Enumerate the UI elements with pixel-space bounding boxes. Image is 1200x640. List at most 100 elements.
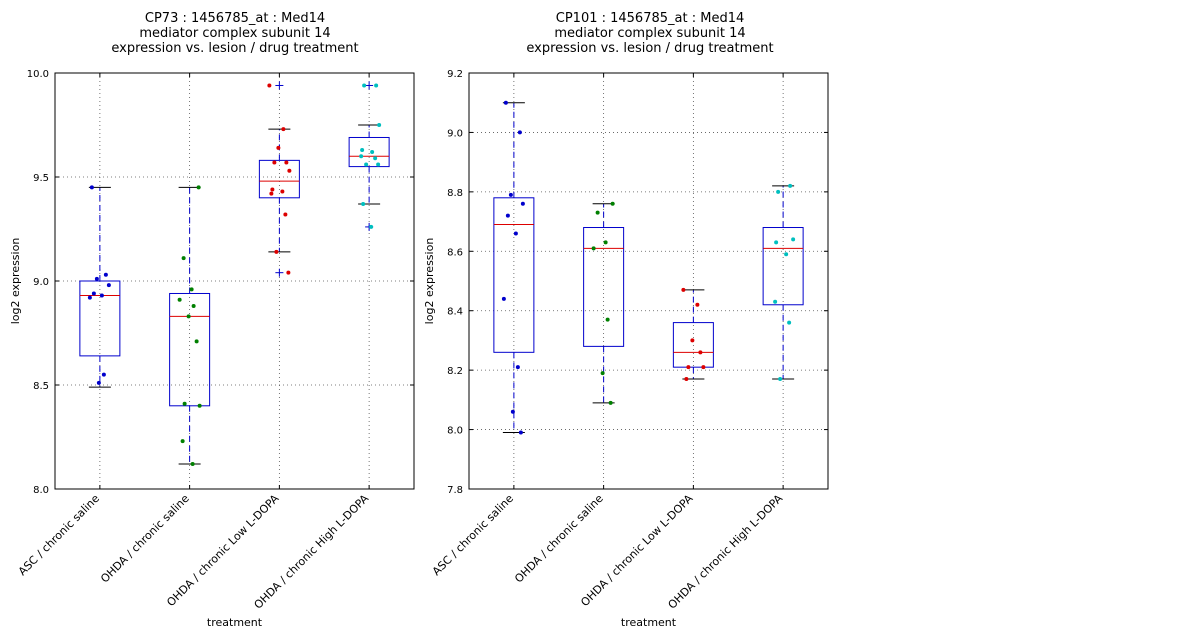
data-point <box>503 100 508 105</box>
iqr-box <box>762 227 804 306</box>
plot-frame <box>468 72 829 490</box>
iqr-box <box>672 322 714 368</box>
data-point <box>197 403 202 408</box>
data-point <box>270 187 275 192</box>
data-point <box>690 338 695 343</box>
data-point <box>267 83 272 88</box>
data-point <box>369 224 374 229</box>
data-point <box>190 462 195 467</box>
plot-area <box>469 73 828 489</box>
data-point <box>681 287 686 292</box>
chart-title-line: CP101 : 1456785_at : Med14 <box>556 11 745 26</box>
data-point <box>788 183 793 188</box>
data-point <box>698 350 703 355</box>
data-point <box>87 295 92 300</box>
y-tick-label: 8.4 <box>447 307 463 318</box>
data-point <box>182 401 187 406</box>
data-point <box>684 377 689 382</box>
data-point <box>784 252 789 257</box>
y-axis-label: log2 expression <box>9 238 22 325</box>
data-point <box>101 372 106 377</box>
data-point <box>773 299 778 304</box>
iqr-box <box>348 136 390 168</box>
data-point <box>106 283 111 288</box>
data-point <box>370 150 375 155</box>
data-point <box>515 365 520 370</box>
y-tick-label: 7.8 <box>447 485 463 496</box>
y-tick-label: 9.5 <box>33 173 49 184</box>
data-point <box>191 303 196 308</box>
data-point <box>89 185 94 190</box>
data-point <box>94 276 99 281</box>
data-point <box>518 430 523 435</box>
data-point <box>376 162 381 167</box>
data-point <box>287 168 292 173</box>
data-point <box>286 270 291 275</box>
y-tick-label: 8.0 <box>447 426 463 437</box>
data-point <box>283 212 288 217</box>
iqr-box <box>258 159 300 199</box>
data-point <box>373 156 378 161</box>
data-point <box>377 123 382 127</box>
data-point <box>103 272 108 277</box>
x-tick-label: OHDA / chronic saline <box>512 492 606 586</box>
data-point <box>595 210 600 215</box>
data-point <box>787 320 792 325</box>
data-point <box>180 439 185 444</box>
chart-title-line: expression vs. lesion / drug treatment <box>111 41 358 56</box>
iqr-box <box>583 227 625 347</box>
data-point <box>600 371 605 376</box>
box-3 <box>672 289 714 380</box>
data-point <box>181 256 186 261</box>
y-tick-label: 8.5 <box>33 381 49 392</box>
data-point <box>778 377 783 382</box>
data-point <box>517 130 522 135</box>
iqr-box <box>79 280 121 357</box>
iqr-box <box>169 292 211 407</box>
x-axis-label: treatment <box>207 616 263 629</box>
chart-title-line: CP73 : 1456785_at : Med14 <box>145 11 325 26</box>
y-tick-label: 8.8 <box>447 188 463 199</box>
data-point <box>269 191 274 196</box>
data-point <box>360 147 365 152</box>
x-tick-label: ASC / chronic saline <box>430 492 516 578</box>
data-point <box>513 231 518 236</box>
x-tick-label: OHDA / chronic saline <box>98 492 192 586</box>
y-axis-label: log2 expression <box>423 238 436 325</box>
data-point <box>91 291 96 296</box>
data-point <box>281 127 286 132</box>
data-point <box>520 201 525 206</box>
data-point <box>374 83 379 88</box>
data-point <box>505 213 510 218</box>
y-tick-label: 9.0 <box>33 277 49 288</box>
data-point <box>603 240 608 245</box>
data-point <box>686 365 691 370</box>
data-point <box>364 162 369 167</box>
data-point <box>194 339 199 344</box>
data-point <box>361 202 366 207</box>
data-point <box>96 380 101 385</box>
data-point <box>508 192 513 197</box>
data-point <box>776 189 781 194</box>
y-tick-label: 9.0 <box>447 128 463 139</box>
y-tick-label: 8.2 <box>447 366 463 377</box>
data-point <box>510 409 515 414</box>
chart-title-line: mediator complex subunit 14 <box>139 26 330 41</box>
data-point <box>186 314 191 319</box>
data-point <box>272 160 277 165</box>
y-tick-label: 9.2 <box>447 69 463 80</box>
x-axis-label: treatment <box>621 616 677 629</box>
data-point <box>359 154 364 159</box>
data-point <box>280 189 285 194</box>
x-tick-label: ASC / chronic saline <box>16 492 102 578</box>
y-tick-label: 8.0 <box>33 485 49 496</box>
chart-title-line: expression vs. lesion / drug treatment <box>526 41 773 56</box>
data-point <box>591 246 596 251</box>
data-point <box>189 287 194 292</box>
data-point <box>284 160 289 165</box>
data-point <box>610 201 615 206</box>
chart-title-line: mediator complex subunit 14 <box>554 26 745 41</box>
